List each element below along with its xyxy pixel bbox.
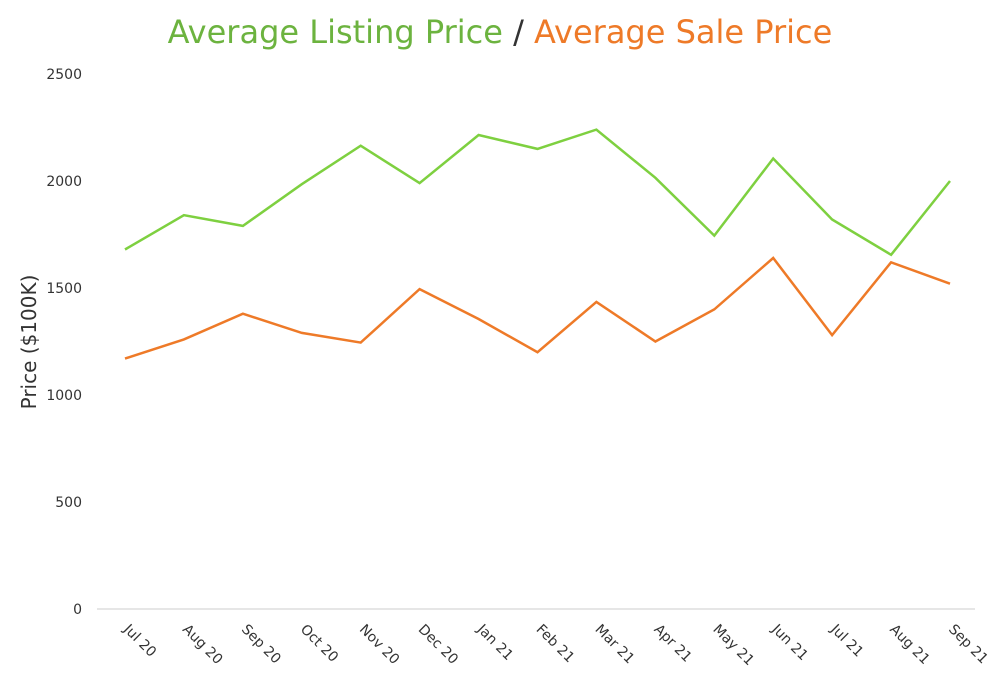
x-tick-label: Aug 20 bbox=[179, 622, 225, 668]
x-tick-label: Jun 21 bbox=[768, 621, 811, 664]
title-listing-price: Average Listing Price bbox=[167, 13, 503, 51]
y-tick-label: 1500 bbox=[46, 281, 82, 297]
x-tick-label: Sep 20 bbox=[238, 622, 284, 668]
y-tick-label: 2000 bbox=[46, 174, 82, 190]
x-tick-label: Jul 21 bbox=[827, 621, 867, 661]
x-tick-label: Jan 21 bbox=[473, 621, 516, 664]
x-tick-label: Oct 20 bbox=[297, 622, 341, 666]
title-separator: / bbox=[502, 13, 535, 51]
y-tick-label: 500 bbox=[55, 495, 82, 511]
x-tick-label: Feb 21 bbox=[533, 622, 578, 667]
x-tick-label: May 21 bbox=[709, 622, 757, 670]
x-tick-label: Dec 20 bbox=[415, 622, 461, 668]
x-tick-label: Jul 20 bbox=[119, 621, 159, 661]
x-tick-label: Aug 21 bbox=[886, 622, 932, 668]
series-line-2 bbox=[124, 256, 951, 360]
y-tick-label: 2500 bbox=[46, 67, 82, 83]
x-tick-label: Nov 20 bbox=[356, 622, 402, 668]
y-tick-label: 0 bbox=[73, 602, 82, 618]
x-tick-label: Mar 21 bbox=[592, 622, 638, 668]
y-axis-label: Price ($100K) bbox=[17, 275, 41, 410]
title-sale-price: Average Sale Price bbox=[534, 13, 833, 51]
x-tick-label: Apr 21 bbox=[651, 622, 695, 666]
y-tick-label: 1000 bbox=[46, 388, 82, 404]
x-tick-label: Sep 21 bbox=[945, 622, 991, 668]
series-line-1 bbox=[124, 128, 951, 257]
chart-title: Average Listing Price / Average Sale Pri… bbox=[0, 12, 1000, 52]
